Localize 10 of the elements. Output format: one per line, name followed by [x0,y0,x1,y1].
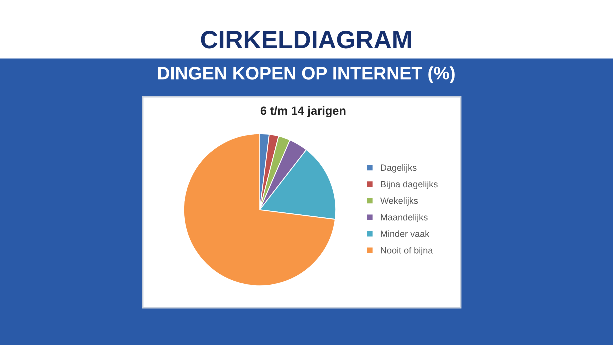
legend-label: Maandelijks [381,214,428,222]
chart-title: CIRKELDIAGRAM [201,31,412,49]
legend-label: Dagelijks [381,164,417,173]
legend-label: Nooit of bijna [381,247,434,256]
text: 6 t/m 14 jarigen [260,106,346,118]
legend-label: Minder vaak [381,230,430,238]
legend-label: Wekelijks [380,198,418,206]
pie-slice [184,134,336,286]
legend-label: Bijna dagelijks [381,180,438,190]
chart-subtitle: DINGEN KOPEN OP INTERNET (%) [158,66,455,84]
